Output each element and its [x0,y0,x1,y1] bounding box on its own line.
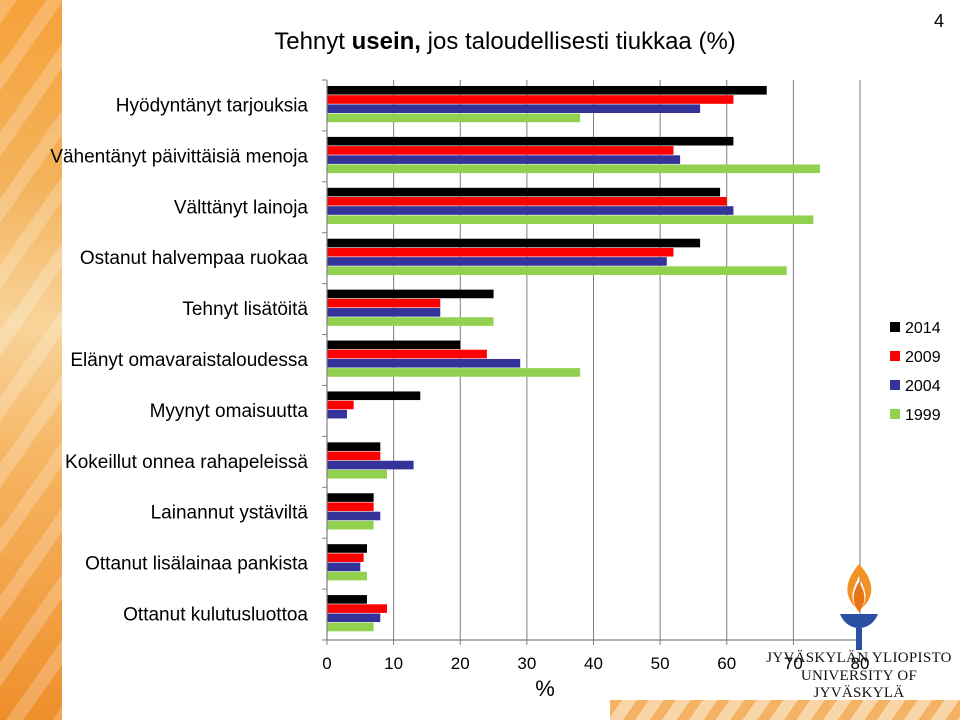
legend-swatch-2004 [890,380,900,390]
x-tick-label: 40 [584,654,603,673]
bar-2004 [327,206,734,215]
bar-1999 [327,571,367,581]
bar-1999 [327,215,814,225]
logo-text-finnish: JYVÄSKYLÄN YLIOPISTO [766,650,952,666]
left-decoration [0,0,62,720]
bar-2009 [327,451,381,461]
bar-1999 [327,266,787,275]
bar-1999 [327,368,581,377]
bar-2009 [327,95,734,104]
bar-2014 [327,340,461,350]
category-label: Välttänyt lainoja [174,197,309,218]
legend-swatch-2009 [890,351,900,361]
chart-title: Tehnyt usein, jos taloudellisesti tiukka… [274,28,736,55]
category-label: Vähentänyt päivittäisiä menoja [50,146,308,167]
bar-2014 [327,442,381,451]
bottom-decoration [610,700,960,720]
bar-2004 [327,460,414,470]
bar-2009 [327,553,364,562]
bar-2009 [327,247,674,257]
bar-2009 [327,604,387,613]
category-label: Myynyt omaisuutta [150,401,309,422]
legend-swatch-2014 [890,322,900,332]
bar-2004 [327,358,521,368]
category-label: Ottanut kulutusluottoa [123,605,308,626]
bar-2014 [327,391,421,401]
bar-2004 [327,104,701,113]
bar-2009 [327,298,441,308]
torch-flame-icon [840,564,878,650]
bar-2009 [327,146,674,155]
category-label: Hyödyntänyt tarjouksia [116,95,309,116]
category-label: Elänyt omavaraistaloudessa [70,350,308,371]
x-tick-label: 30 [517,654,536,673]
logo-text-english: UNIVERSITY OF JYVÄSKYLÄ [800,668,918,701]
bar-1999 [327,317,494,326]
category-label: Kokeillut onnea rahapeleissä [65,452,308,473]
bar-2004 [327,613,381,623]
legend-label-2004: 2004 [905,378,941,395]
bar-2009 [327,400,354,410]
bar-2014 [327,86,767,95]
category-label: Lainannut ystäviltä [151,503,309,524]
bar-2004 [327,409,347,419]
bar-2004 [327,257,667,266]
x-tick-label: 50 [651,654,670,673]
bar-2009 [327,502,374,512]
category-label: Tehnyt lisätöitä [182,299,308,320]
legend-label-1999: 1999 [905,407,941,424]
x-tick-label: 10 [384,654,403,673]
x-tick-label: 0 [322,654,331,673]
bar-1999 [327,622,374,632]
bar-2014 [327,187,721,197]
university-logo: JYVÄSKYLÄN YLIOPISTO UNIVERSITY OF JYVÄS… [764,562,954,701]
legend-label-2014: 2014 [905,320,941,337]
bar-2014 [327,238,701,248]
category-label: Ottanut lisälainaa pankista [85,554,308,575]
bar-2004 [327,155,681,164]
x-axis-label: % [535,676,555,701]
bar-2014 [327,289,494,299]
x-tick-label: 70 [784,654,803,673]
bar-2004 [327,511,381,521]
x-tick-label: 20 [451,654,470,673]
bar-1999 [327,113,581,123]
bar-2004 [327,562,361,572]
bar-2009 [327,197,727,206]
bar-2014 [327,493,374,502]
category-label: Ostanut halvempaa ruokaa [80,248,309,269]
page-number: 4 [933,11,944,31]
bar-2004 [327,308,441,317]
x-tick-label: 60 [717,654,736,673]
bar-2014 [327,595,367,604]
legend-swatch-1999 [890,409,900,419]
bar-2009 [327,349,487,359]
bar-2014 [327,544,367,553]
legend-label-2009: 2009 [905,349,941,366]
bar-1999 [327,164,821,174]
bar-1999 [327,469,387,479]
bar-1999 [327,520,374,530]
bar-2014 [327,136,734,146]
x-tick-label: 80 [851,654,870,673]
